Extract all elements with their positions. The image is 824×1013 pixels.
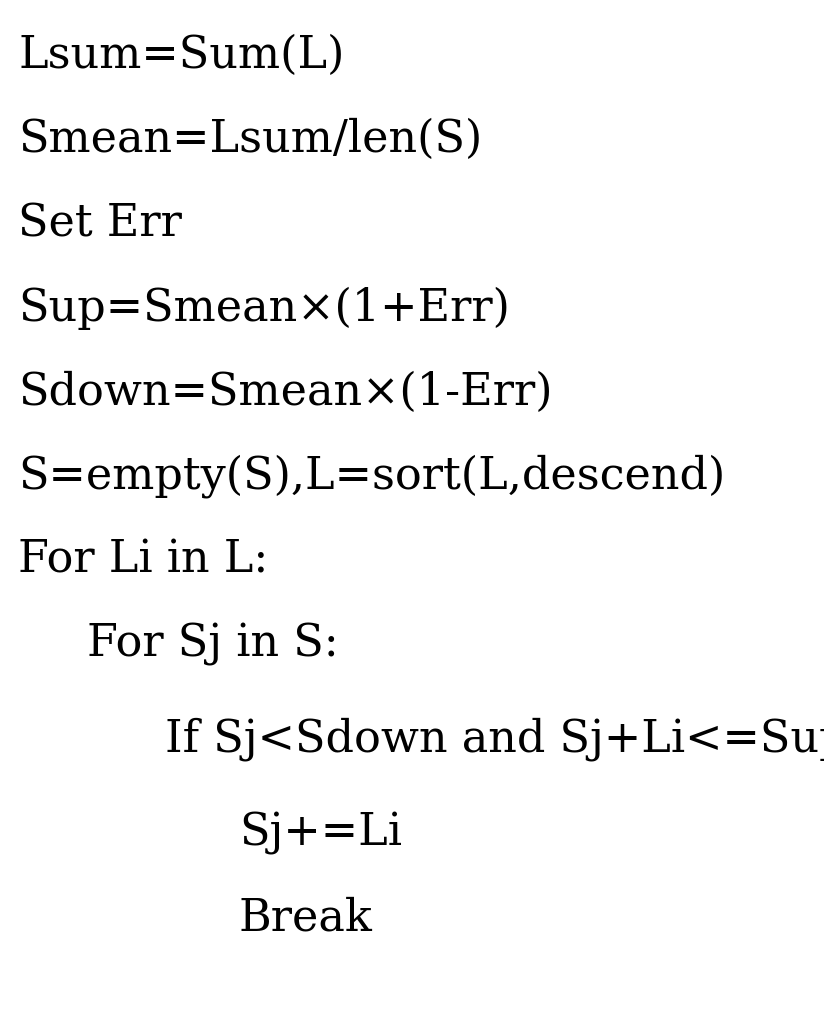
Text: For Sj in S:: For Sj in S: [87,623,339,666]
Text: Set Err: Set Err [18,203,182,245]
Text: Sdown=Smean×(1-Err): Sdown=Smean×(1-Err) [18,371,553,413]
Text: S=empty(S),L=sort(L,descend): S=empty(S),L=sort(L,descend) [18,454,725,498]
Text: Sj+=Li: Sj+=Li [239,812,402,855]
Text: If Sj<Sdown and Sj+Li<=Sup:: If Sj<Sdown and Sj+Li<=Sup: [165,717,824,762]
Text: Lsum=Sum(L): Lsum=Sum(L) [18,34,344,77]
Text: Smean=Lsum/len(S): Smean=Lsum/len(S) [18,119,482,161]
Text: Break: Break [239,897,372,939]
Text: Sup=Smean×(1+Err): Sup=Smean×(1+Err) [18,287,510,329]
Text: For Li in L:: For Li in L: [18,539,269,581]
